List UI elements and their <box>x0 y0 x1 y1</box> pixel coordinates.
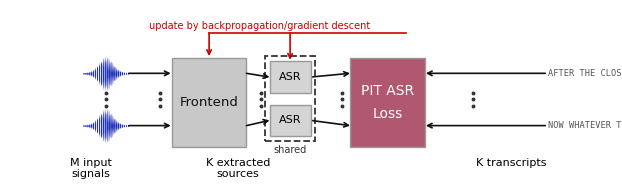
Bar <box>350 58 425 147</box>
Text: NOW WHATEVER THEIR...: NOW WHATEVER THEIR... <box>548 121 622 130</box>
Bar <box>269 105 310 136</box>
Text: AFTER THE CLOSE...: AFTER THE CLOSE... <box>548 69 622 78</box>
Text: M input
signals: M input signals <box>70 158 112 179</box>
Text: K extracted
sources: K extracted sources <box>206 158 270 179</box>
Text: ASR: ASR <box>279 115 301 125</box>
Bar <box>172 58 246 147</box>
Bar <box>269 61 310 93</box>
Text: Frontend: Frontend <box>180 96 239 109</box>
Text: shared: shared <box>274 145 307 155</box>
Text: ASR: ASR <box>279 72 301 82</box>
Text: K transcripts: K transcripts <box>476 158 547 168</box>
Text: PIT ASR
Loss: PIT ASR Loss <box>361 84 414 121</box>
Text: update by backpropagation/gradient descent: update by backpropagation/gradient desce… <box>149 22 370 31</box>
Bar <box>265 56 315 140</box>
